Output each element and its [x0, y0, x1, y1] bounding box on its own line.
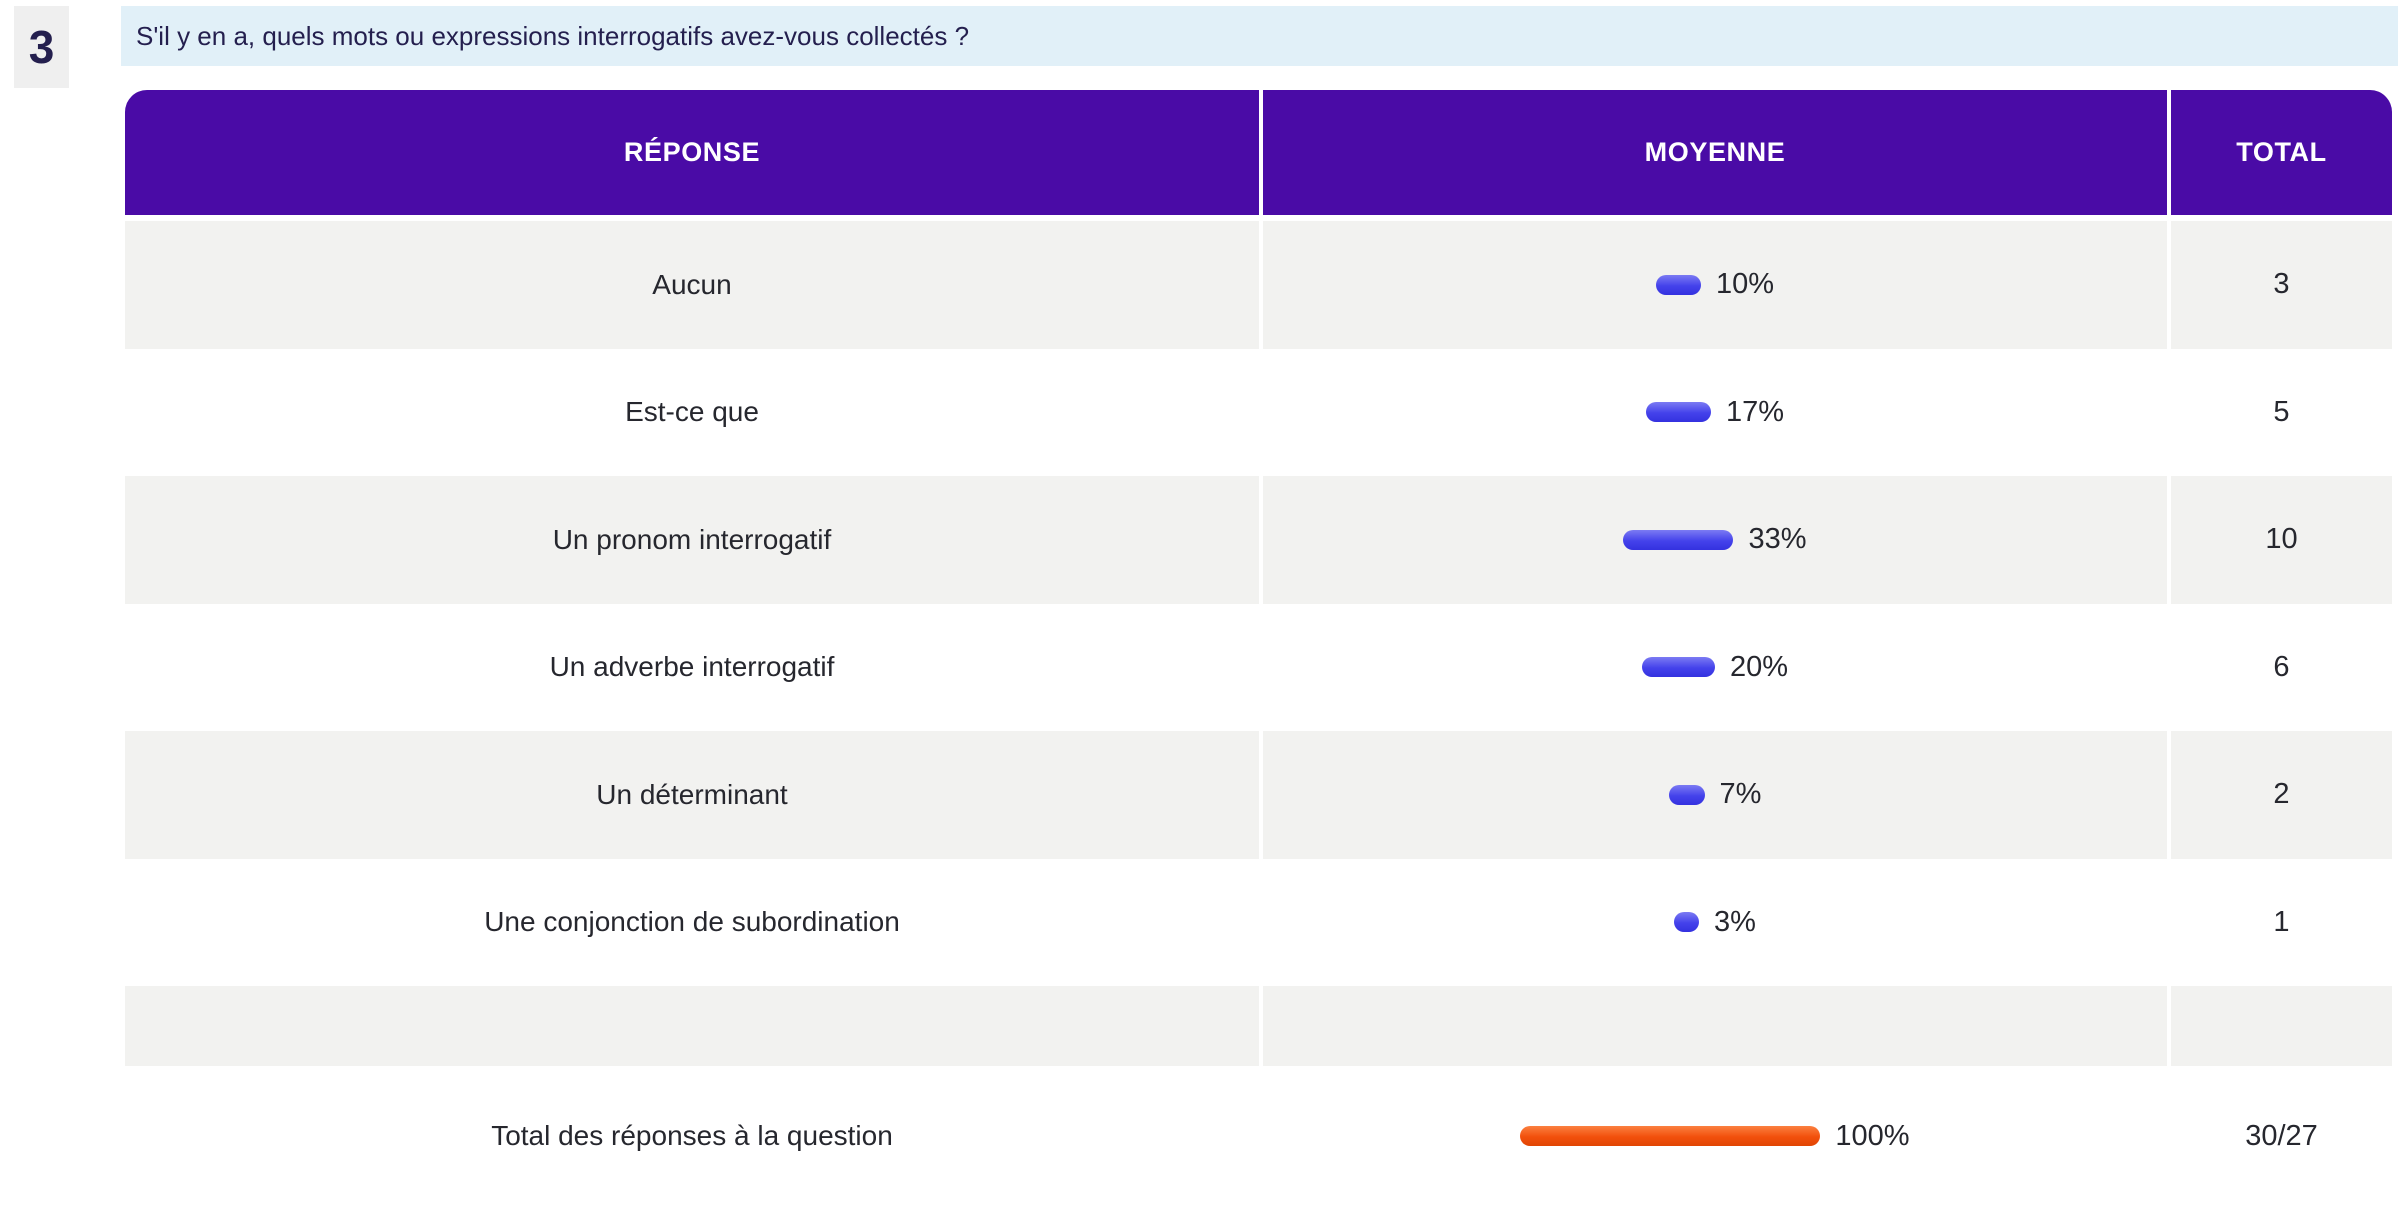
percent-bar: [1668, 784, 1705, 805]
total-value: 2: [2171, 731, 2392, 859]
answer-label: [125, 986, 1259, 1066]
table-row: Une conjonction de subordination 3% 1: [125, 858, 2392, 986]
percent-value: 100%: [1835, 1119, 1910, 1152]
percent-bar: [1641, 657, 1715, 678]
percent-bar-group: 7%: [1668, 778, 1762, 811]
answer-label: Aucun: [125, 221, 1259, 349]
moyenne-cell: 10%: [1263, 221, 2167, 349]
moyenne-cell: 7%: [1263, 731, 2167, 859]
table-row: Un déterminant 7% 2: [125, 731, 2392, 859]
results-table: RÉPONSE MOYENNE TOTAL Aucun 10% 3 Est-ce qu…: [125, 90, 2392, 1206]
total-value: [2171, 986, 2392, 1066]
question-number-badge: 3: [14, 6, 69, 88]
percent-value: 17%: [1725, 395, 1785, 428]
percent-bar-group: 17%: [1645, 395, 1785, 429]
percent-value: 7%: [1719, 778, 1762, 811]
percent-value: 20%: [1729, 650, 1789, 683]
answer-label: Un pronom interrogatif: [125, 476, 1259, 604]
answer-label: Est-ce que: [125, 348, 1259, 476]
question-text: S'il y en a, quels mots ou expressions i…: [136, 20, 970, 51]
total-value: 30/27: [2171, 1066, 2392, 1206]
table-total-row: Total des réponses à la question 100% 30/2…: [125, 1066, 2392, 1206]
table-header-row: RÉPONSE MOYENNE TOTAL: [125, 90, 2392, 215]
percent-value: 33%: [1748, 523, 1807, 556]
answer-label: Une conjonction de subordination: [125, 858, 1259, 986]
column-header-reponse: RÉPONSE: [125, 90, 1259, 215]
percent-bar-group: 33%: [1623, 523, 1807, 556]
question-header: 3 S'il y en a, quels mots ou expressions…: [14, 6, 2398, 88]
total-value: 3: [2171, 221, 2392, 349]
question-banner: S'il y en a, quels mots ou expressions i…: [121, 6, 2398, 66]
moyenne-cell: [1263, 986, 2167, 1066]
total-value: 1: [2171, 858, 2392, 986]
percent-bar-group: 20%: [1641, 650, 1789, 684]
percent-bar-group: 3%: [1674, 906, 1756, 939]
moyenne-cell: 20%: [1263, 603, 2167, 731]
percent-bar: [1645, 402, 1711, 423]
moyenne-cell: 33%: [1263, 476, 2167, 604]
percent-bar-group: 100%: [1520, 1119, 1910, 1153]
table-body: Aucun 10% 3 Est-ce que 17% 5 Un pronom interro…: [125, 221, 2392, 1206]
total-value: 6: [2171, 603, 2392, 731]
table-row: Aucun 10% 3: [125, 221, 2392, 349]
table-row: Un pronom interrogatif 33% 10: [125, 476, 2392, 604]
column-header-total: TOTAL: [2171, 90, 2392, 215]
answer-label: Un déterminant: [125, 731, 1259, 859]
answer-label: Un adverbe interrogatif: [125, 603, 1259, 731]
answer-label: Total des réponses à la question: [125, 1066, 1259, 1206]
total-value: 5: [2171, 348, 2392, 476]
percent-bar-group: 10%: [1655, 268, 1775, 301]
table-spacer-row: [125, 986, 2392, 1066]
moyenne-cell: 17%: [1263, 348, 2167, 476]
table-row: Un adverbe interrogatif 20% 6: [125, 603, 2392, 731]
percent-value: 3%: [1714, 905, 1756, 938]
question-number: 3: [28, 21, 55, 73]
percent-value: 10%: [1715, 268, 1775, 301]
column-header-moyenne: MOYENNE: [1263, 90, 2167, 215]
moyenne-cell: 100%: [1263, 1066, 2167, 1206]
table-row: Est-ce que 17% 5: [125, 348, 2392, 476]
percent-bar: [1655, 274, 1701, 295]
percent-bar: [1623, 529, 1734, 550]
percent-bar: [1674, 912, 1700, 933]
total-value: 10: [2171, 476, 2392, 604]
moyenne-cell: 3%: [1263, 858, 2167, 986]
percent-bar: [1520, 1126, 1821, 1146]
